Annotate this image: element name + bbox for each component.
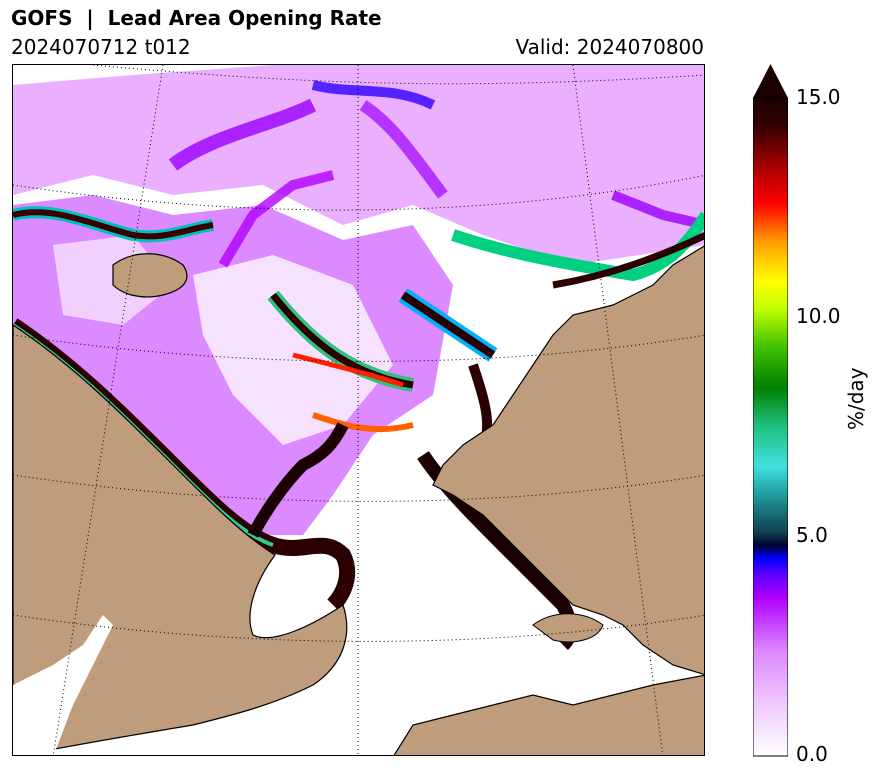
island bbox=[112, 253, 188, 298]
low-rate-patch bbox=[193, 255, 393, 445]
map-panel bbox=[12, 64, 705, 756]
land-east bbox=[432, 245, 704, 676]
lead-high bbox=[451, 211, 704, 282]
run-label: 2024070712 t012 bbox=[11, 35, 191, 59]
lead-streak bbox=[168, 98, 317, 171]
colorbar-tick: 0.0 bbox=[796, 742, 828, 766]
colorbar-gradient bbox=[753, 97, 788, 757]
lead-max bbox=[13, 209, 214, 240]
lead-max bbox=[400, 291, 496, 359]
colorbar-tick: 15.0 bbox=[796, 85, 841, 109]
lead-orange bbox=[312, 412, 414, 433]
island bbox=[532, 613, 604, 643]
lead-streak bbox=[218, 170, 335, 268]
snow-patch bbox=[13, 615, 113, 755]
colorbar-extend-arrow bbox=[753, 64, 788, 98]
valid-label: Valid: 2024070800 bbox=[515, 35, 704, 59]
lead-max bbox=[552, 232, 704, 289]
graticule bbox=[13, 65, 704, 755]
lead-streak bbox=[611, 190, 704, 230]
land-southeast bbox=[393, 674, 704, 755]
lead-streak bbox=[311, 80, 436, 110]
colorbar-tick: 10.0 bbox=[796, 304, 841, 328]
colorbar-label: %/day bbox=[844, 367, 868, 430]
colorbar-tick: 5.0 bbox=[796, 523, 828, 547]
chart-title: GOFS | Lead Area Opening Rate bbox=[11, 6, 382, 30]
colorbar bbox=[753, 64, 788, 757]
map-canvas bbox=[13, 65, 704, 755]
lead-red bbox=[292, 352, 404, 388]
lead-streak bbox=[359, 100, 448, 199]
coastal-lead bbox=[247, 422, 349, 538]
